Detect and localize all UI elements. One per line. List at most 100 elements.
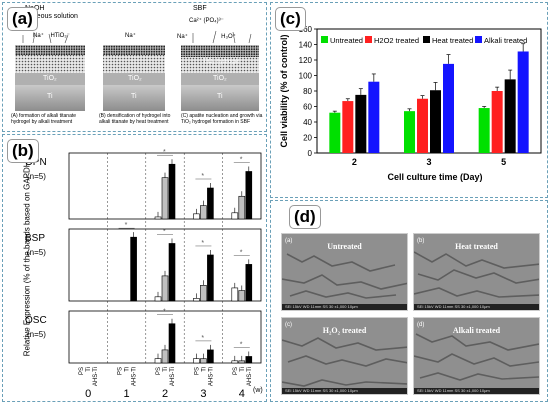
sem-letter-c: (c) [285, 322, 292, 328]
bar-day2-untreated [329, 112, 341, 153]
block-c [181, 30, 259, 111]
na-ion-label-b: Na⁺ [125, 33, 136, 39]
bar-opn-w4-ps [231, 212, 239, 220]
sem-image-alkali-treated: (d) Alkali treated SEI 15kV WD 11mm SS 3… [413, 317, 540, 395]
bar-osc-w2-ahs-ti [168, 323, 176, 364]
x-tick-ahs-ti: AHS-Ti [208, 367, 214, 386]
x-tick-label-day3: 3 [426, 157, 431, 167]
panel-a-tag: (a) [7, 7, 38, 31]
y-tick-label: 160 [299, 25, 313, 34]
y-tick-label: 20 [303, 134, 312, 143]
sbf-label: SBF [193, 5, 207, 12]
na-ion-label: Na⁺ HTiO₃⁻ [33, 33, 70, 39]
bar-osc-w2-ti [161, 349, 169, 364]
significance-star: * [201, 173, 204, 180]
panel-b-tag: (b) [7, 139, 39, 163]
panel-b: (b) Relative Expression (% of the bands … [2, 134, 267, 402]
bar-osc-w4-ps [231, 360, 239, 364]
bar-opn-w3-ahs-ti [207, 187, 214, 220]
y-tick-label: 0 [308, 149, 313, 158]
bar-osc-w3-ps [193, 358, 200, 364]
bar-bsp-w4-ahs-ti [245, 264, 253, 302]
significance-star: * [240, 341, 243, 348]
bar-day5-heat-treated [504, 79, 516, 153]
week-label-4: 4 [239, 388, 245, 400]
sem-letter-b: (b) [417, 238, 425, 244]
panel-c-tag: (c) [275, 7, 306, 31]
sem-letter-d: (d) [417, 322, 425, 328]
sem-texture [282, 253, 407, 299]
x-tick-ps: PS [79, 367, 85, 375]
caption-b: (B) densification of hydrogel into alkal… [99, 113, 171, 125]
sem-texture [414, 251, 539, 298]
y-tick-label: 100 [299, 72, 313, 81]
tio2-label-c: TiO₂ [213, 75, 227, 82]
bar-bsp-w3-ahs-ti [207, 254, 214, 302]
bar-day5-untreated [478, 108, 490, 153]
row-n-label: (n=5) [27, 330, 46, 339]
ions-label-c2: Na⁺ H₃O⁺ [177, 34, 236, 40]
bar-day2-heat-treated [355, 94, 367, 153]
bar-opn-w3-ti [200, 205, 207, 220]
bar-day5-h2o2-treated [491, 91, 503, 153]
y-tick-label: 140 [299, 41, 313, 50]
week-label-3: 3 [200, 388, 206, 400]
ti-label-c: Ti [217, 93, 223, 100]
panel-a-diagram [15, 30, 259, 111]
sem-label-alkali-treated: Alkali treated [452, 326, 501, 335]
bar-osc-w3-ti [200, 358, 207, 364]
bar-day2-h2o2-treated [342, 101, 354, 153]
row-n-label: (n=5) [27, 172, 46, 181]
bar-day3-h2o2-treated [417, 98, 428, 153]
bar-bsp-w3-ps [193, 298, 200, 302]
x-tick-ps: PS [194, 367, 200, 375]
panel-c: (c) 0 20 40 60 80 100 120 140 160 2 3 5 Cell culture… [270, 2, 548, 198]
row-n-label: (n=5) [27, 248, 46, 257]
bar-opn-w4-ti [238, 195, 246, 220]
bar-bsp-w3-ti [200, 285, 207, 302]
y-axis-label: Cell viability (% of control) [279, 34, 289, 147]
y-tick-label: 80 [303, 87, 312, 96]
x-tick-ti: Ti [240, 367, 246, 372]
x-axis-label: Cell culture time (Day) [387, 172, 482, 182]
significance-star: * [125, 222, 128, 229]
x-tick-ps: PS [118, 367, 124, 375]
bar-opn-w2-ti [161, 177, 169, 220]
bar-osc-w4-ti [238, 360, 246, 364]
bar-opn-w4-ahs-ti [245, 171, 253, 220]
week-unit: (w) [253, 387, 263, 394]
bar-osc-w3-ahs-ti [207, 349, 214, 364]
x-tick-label-day2: 2 [352, 157, 357, 167]
significance-star: * [163, 309, 166, 316]
caption-a: (A) formation of alkali titanate hydroge… [11, 113, 77, 125]
sem-footer-c: SEI 15kV WD 11mm SS 30 x1,000 10μm [282, 388, 407, 394]
bar-day3-heat-treated [430, 90, 441, 153]
bar-bsp-w1-ahs-ti [130, 236, 137, 302]
bar-day3-alkali-treated [443, 63, 454, 153]
plot-frame [316, 28, 542, 154]
y-tick-label: 120 [299, 56, 313, 65]
bar-bsp-w2-ti [161, 275, 169, 302]
panel-c-chart: 0 20 40 60 80 100 120 140 160 2 3 5 Cell culture tim… [279, 25, 542, 182]
legend-label-untreated: Untreated [330, 36, 363, 45]
bar-opn-w3-ps [193, 213, 200, 220]
sem-texture [414, 333, 539, 381]
significance-star: * [240, 156, 243, 163]
week-label-1: 1 [124, 388, 130, 400]
bar-day2-alkali-treated [368, 81, 380, 153]
x-tick-ps: PS [233, 367, 239, 375]
bar-bsp-w4-ps [231, 287, 239, 302]
sem-label-heat-treated: Heat treated [455, 242, 498, 251]
panel-a: (a) NaOHaqueo [2, 2, 267, 132]
bar-osc-w2-ps [154, 358, 162, 364]
sem-label-h2o2-treated: H₂O₂ treated [322, 326, 367, 335]
x-tick-ti: Ti [201, 367, 207, 372]
legend-label-h2o2-treated: H2O2 treated [374, 36, 419, 45]
sem-footer-a: SEI 15kV WD 11mm SS 30 x1,000 10μm [282, 304, 407, 310]
sem-image-heat-treated: (b) Heat treated SEI 15kV WD 11mm SS 30 … [413, 233, 540, 311]
significance-star: * [201, 240, 204, 247]
sem-image-untreated: (a) Untreated SEI 15kV WD 11mm SS 30 x1,… [281, 233, 408, 311]
bar-opn-w2-ahs-ti [168, 163, 176, 220]
panel-d-tag: (d) [289, 205, 321, 229]
significance-star: * [240, 249, 243, 256]
